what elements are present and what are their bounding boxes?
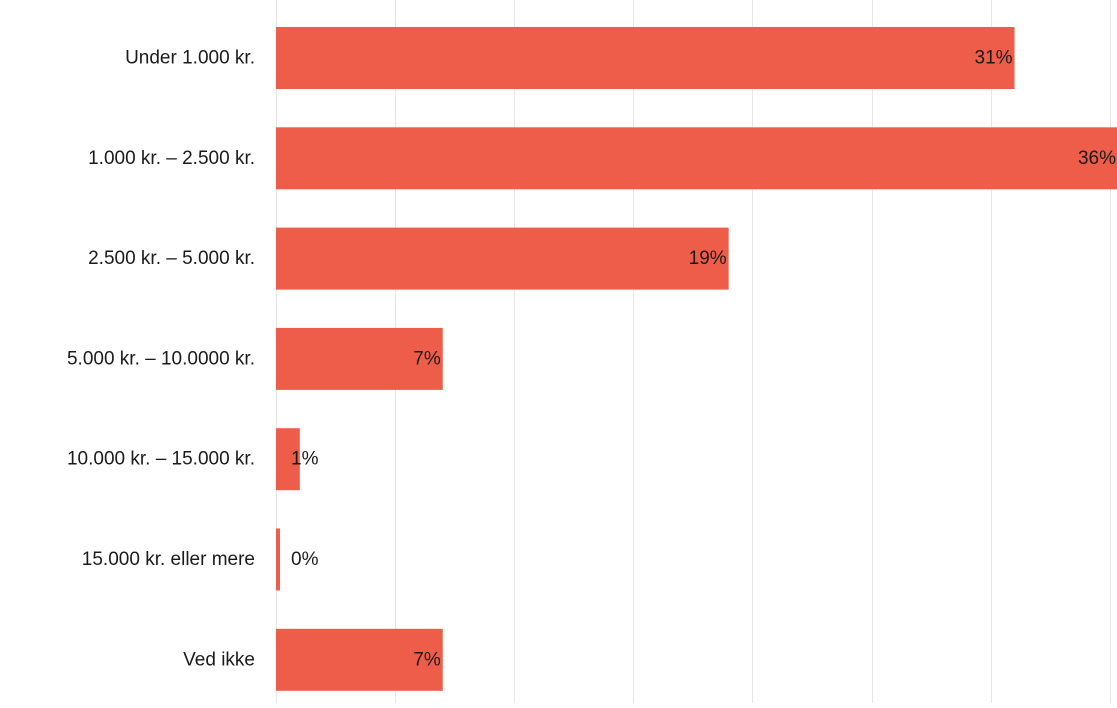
bar [276,528,280,591]
value-label: 31% [975,48,1013,69]
category-label: 15.000 kr. eller mere [82,549,255,570]
value-label: 7% [413,348,441,369]
category-label: 5.000 kr. – 10.0000 kr. [67,348,255,369]
bar [276,327,443,390]
category-label: 2.500 kr. – 5.000 kr. [88,248,255,269]
category-label: Ved ikke [183,649,255,670]
category-label: Under 1.000 kr. [125,48,255,69]
value-label: 0% [291,549,319,570]
bar [276,27,1015,89]
bar [276,227,729,290]
bar [276,127,1117,190]
bar [276,628,443,691]
value-label: 36% [1078,148,1116,169]
value-label: 19% [689,248,727,269]
value-label: 7% [413,649,441,670]
bars-layer [276,27,1117,691]
labels-layer: Under 1.000 kr. 31% 1.000 kr. – 2.500 kr. 3… [67,48,1116,671]
grid-layer [276,0,1111,703]
value-label: 1% [291,449,319,470]
category-label: 10.000 kr. – 15.000 kr. [67,449,255,470]
category-label: 1.000 kr. – 2.500 kr. [88,148,255,169]
bar [276,428,300,491]
